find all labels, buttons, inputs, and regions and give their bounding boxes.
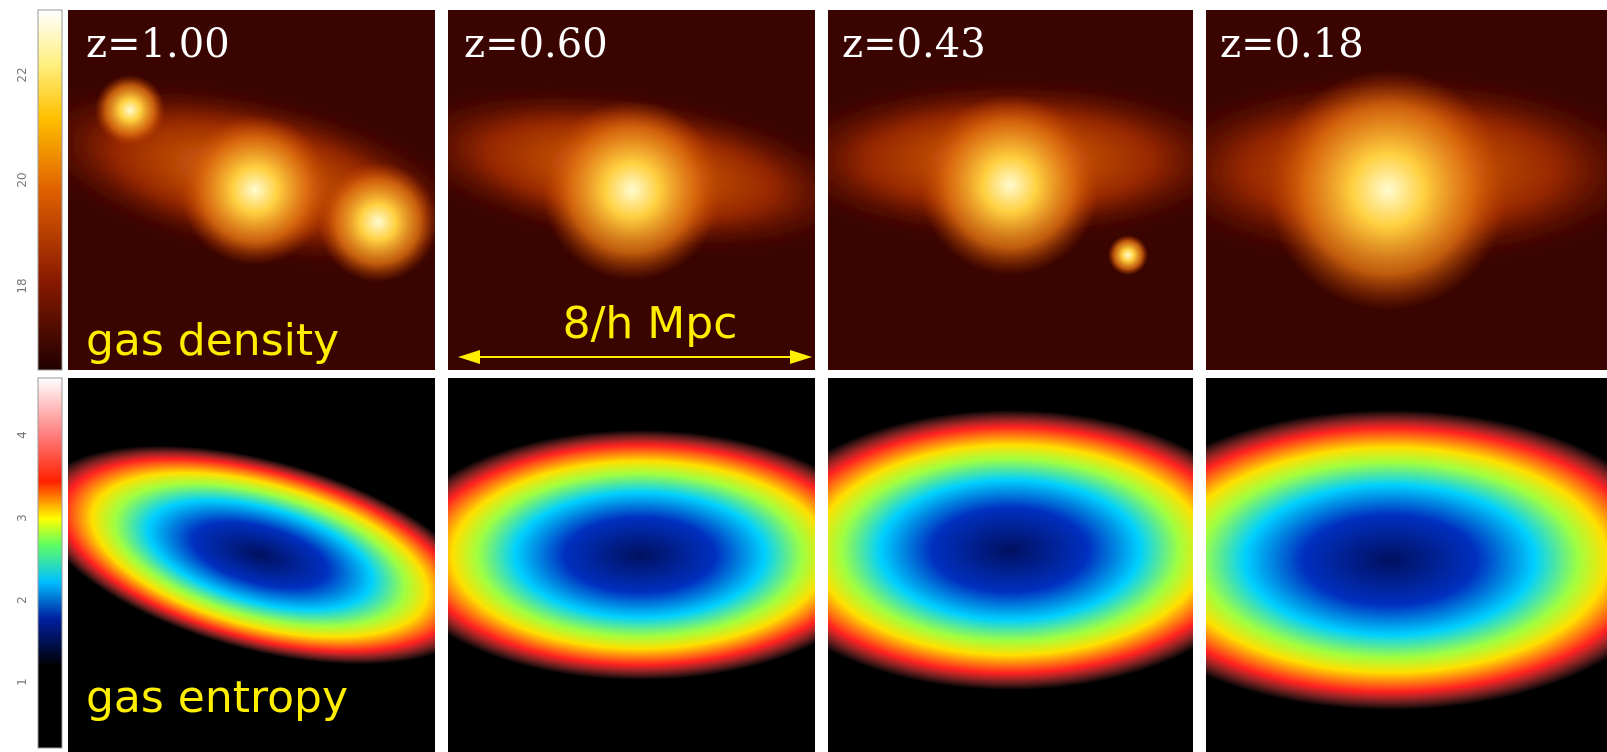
redshift-label: z=0.43	[842, 21, 986, 67]
colorbar-tick: 1	[15, 678, 29, 686]
entropy-colorbar	[38, 378, 62, 748]
colorbar-tick: 18	[15, 278, 29, 293]
scale-bar-label: 8/h Mpc	[563, 298, 738, 349]
figure: 22 20 18 4 3 2 1	[0, 0, 1607, 752]
redshift-label: z=1.00	[86, 21, 230, 67]
colorbar-tick: 22	[15, 67, 29, 82]
redshift-label: z=0.18	[1220, 21, 1364, 67]
entropy-image	[390, 378, 890, 752]
entropy-image	[750, 378, 1270, 752]
colorbar-tick: 2	[15, 596, 29, 604]
colorbar-tick: 4	[15, 431, 29, 439]
redshift-label: z=0.60	[464, 21, 608, 67]
colorbar-tick: 20	[15, 172, 29, 187]
colorbar-tick: 3	[15, 514, 29, 522]
row-label: gas entropy	[86, 672, 348, 723]
density-image	[1140, 10, 1607, 370]
density-colorbar	[38, 10, 62, 370]
row-label: gas density	[86, 315, 339, 366]
